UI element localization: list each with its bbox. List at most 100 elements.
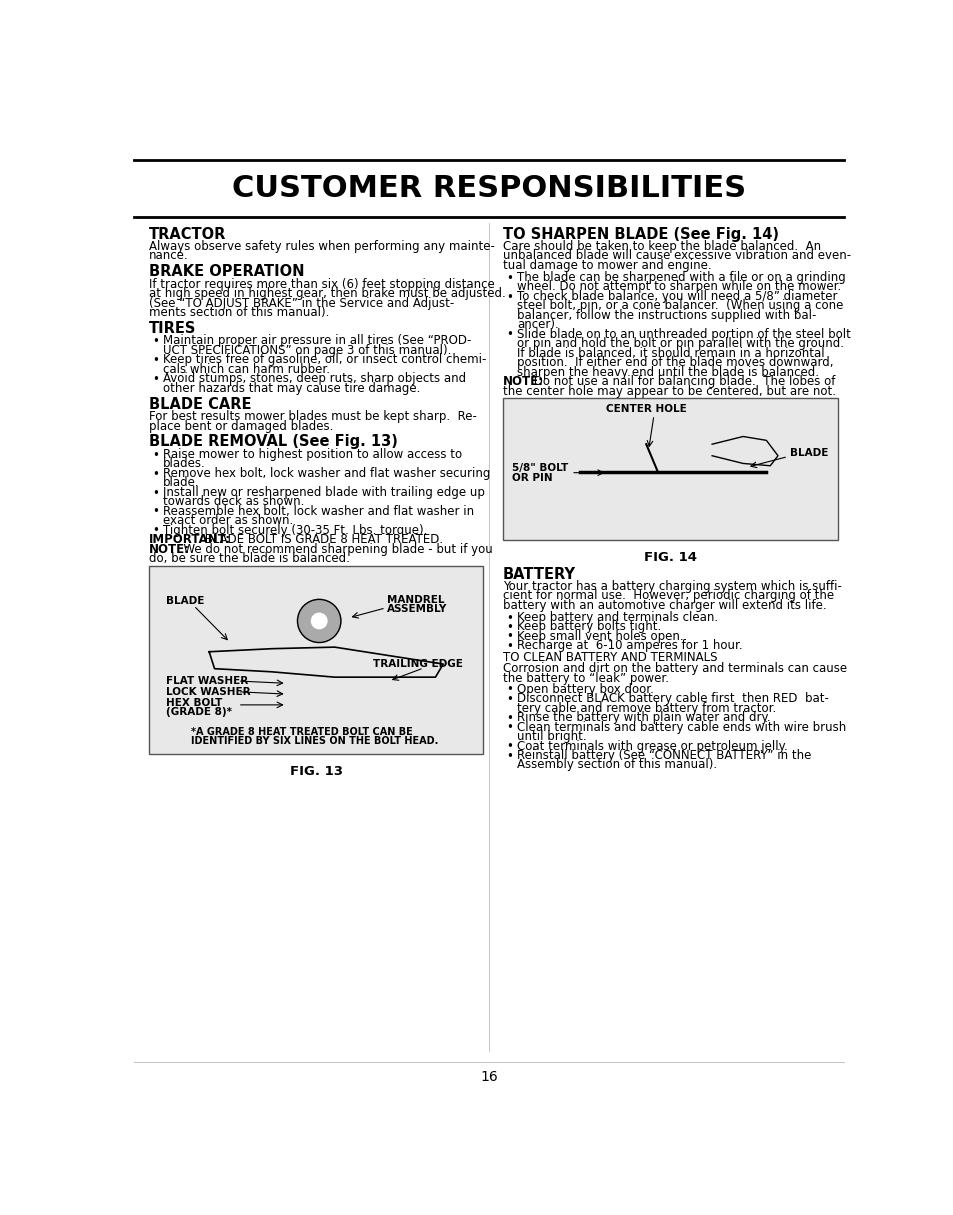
Text: Tighten bolt securely (30-35 Ft. Lbs. torque).: Tighten bolt securely (30-35 Ft. Lbs. to… (162, 524, 427, 537)
Text: Maintain proper air pressure in all tires (See “PROD-: Maintain proper air pressure in all tire… (162, 334, 471, 347)
Text: BLADE REMOVAL (See Fig. 13): BLADE REMOVAL (See Fig. 13) (149, 435, 397, 450)
Text: •: • (505, 328, 513, 341)
Text: wheel. Do not attempt to sharpen while on the mower.: wheel. Do not attempt to sharpen while o… (517, 281, 841, 293)
Text: •: • (152, 448, 158, 462)
Text: cals which can harm rubber.: cals which can harm rubber. (162, 363, 330, 375)
Text: Keep battery bolts tight.: Keep battery bolts tight. (517, 620, 660, 633)
Text: tual damage to mower and engine.: tual damage to mower and engine. (502, 259, 711, 272)
Text: We do not recommend sharpening blade - but if you: We do not recommend sharpening blade - b… (175, 543, 492, 555)
Text: nance.: nance. (149, 249, 188, 262)
Text: unbalanced blade will cause excessive vibration and even-: unbalanced blade will cause excessive vi… (502, 249, 850, 262)
Text: TO CLEAN BATTERY AND TERMINALS: TO CLEAN BATTERY AND TERMINALS (502, 651, 717, 665)
Text: Corrosion and dirt on the battery and terminals can cause: Corrosion and dirt on the battery and te… (502, 662, 846, 676)
Text: •: • (152, 373, 158, 386)
Text: MANDREL: MANDREL (387, 595, 444, 605)
Text: •: • (505, 740, 513, 753)
Text: 16: 16 (479, 1069, 497, 1084)
Text: blade.: blade. (162, 476, 199, 490)
Text: steel bolt, pin, or a cone balancer.  (When using a cone: steel bolt, pin, or a cone balancer. (Wh… (517, 299, 842, 312)
Text: until bright.: until bright. (517, 730, 586, 744)
Text: •: • (505, 683, 513, 696)
Text: OR PIN: OR PIN (512, 473, 552, 482)
Text: TO SHARPEN BLADE (See Fig. 14): TO SHARPEN BLADE (See Fig. 14) (502, 227, 778, 242)
Text: Coat terminals with grease or petroleum jelly.: Coat terminals with grease or petroleum … (517, 740, 787, 752)
Text: If blade is balanced, it should remain in a horizontal: If blade is balanced, it should remain i… (517, 346, 823, 360)
Text: *A GRADE 8 HEAT TREATED BOLT CAN BE: *A GRADE 8 HEAT TREATED BOLT CAN BE (192, 728, 413, 738)
Text: CUSTOMER RESPONSIBILITIES: CUSTOMER RESPONSIBILITIES (232, 174, 745, 203)
Text: sharpen the heavy end until the blade is balanced.: sharpen the heavy end until the blade is… (517, 366, 818, 379)
Text: •: • (505, 712, 513, 725)
Text: •: • (505, 640, 513, 652)
Text: ASSEMBLY: ASSEMBLY (387, 604, 447, 614)
Text: •: • (152, 354, 158, 367)
Text: FIG. 14: FIG. 14 (643, 552, 696, 564)
Text: For best results mower blades must be kept sharp.  Re-: For best results mower blades must be ke… (149, 411, 476, 423)
Text: BLADE CARE: BLADE CARE (149, 397, 251, 412)
Text: Raise mower to highest position to allow access to: Raise mower to highest position to allow… (162, 448, 461, 460)
Text: LOCK WASHER: LOCK WASHER (166, 688, 250, 697)
Text: •: • (152, 486, 158, 499)
Text: the battery to “leak” power.: the battery to “leak” power. (502, 672, 668, 684)
Text: •: • (505, 722, 513, 734)
Text: Open battery box door.: Open battery box door. (517, 683, 653, 695)
Text: Recharge at  6-10 amperes for 1 hour.: Recharge at 6-10 amperes for 1 hour. (517, 639, 741, 652)
Text: Remove hex bolt, lock washer and flat washer securing: Remove hex bolt, lock washer and flat wa… (162, 467, 490, 480)
Text: other hazards that may cause tire damage.: other hazards that may cause tire damage… (162, 382, 419, 395)
Text: cient for normal use.  However, periodic charging of the: cient for normal use. However, periodic … (502, 589, 833, 603)
Text: Do not use a nail for balancing blade.  The lobes of: Do not use a nail for balancing blade. T… (530, 375, 835, 388)
Text: towards deck as shown.: towards deck as shown. (162, 496, 304, 508)
Text: at high speed in highest gear, then brake must be adjusted.: at high speed in highest gear, then brak… (149, 287, 505, 300)
Text: The blade can be sharpened with a file or on a grinding: The blade can be sharpened with a file o… (517, 271, 844, 284)
Bar (502, 399, 837, 541)
Text: NOTE:: NOTE: (149, 543, 190, 555)
Text: Slide blade on to an unthreaded portion of the steel bolt: Slide blade on to an unthreaded portion … (517, 328, 850, 340)
Circle shape (311, 614, 327, 628)
Text: ancer).: ancer). (517, 318, 558, 332)
Circle shape (297, 599, 340, 643)
Text: BLADE BOLT IS GRADE 8 HEAT TREATED.: BLADE BOLT IS GRADE 8 HEAT TREATED. (200, 533, 442, 547)
Text: Keep small vent holes open.: Keep small vent holes open. (517, 629, 682, 643)
Text: Care should be taken to keep the blade balanced.  An: Care should be taken to keep the blade b… (502, 241, 821, 253)
Text: exact order as shown.: exact order as shown. (162, 514, 293, 527)
Text: IMPORTANT:: IMPORTANT: (149, 533, 231, 547)
Text: Avoid stumps, stones, deep ruts, sharp objects and: Avoid stumps, stones, deep ruts, sharp o… (162, 372, 465, 385)
Text: •: • (505, 621, 513, 634)
Text: •: • (505, 631, 513, 644)
Text: Reinstall battery (See “CONNECT BATTERY” in the: Reinstall battery (See “CONNECT BATTERY”… (517, 748, 810, 762)
Text: Keep battery and terminals clean.: Keep battery and terminals clean. (517, 611, 718, 623)
Text: the center hole may appear to be centered, but are not.: the center hole may appear to be centere… (502, 385, 835, 397)
Text: Reassemble hex bolt, lock washer and flat washer in: Reassemble hex bolt, lock washer and fla… (162, 504, 474, 518)
Text: TIRES: TIRES (149, 321, 196, 337)
Text: battery with an automotive charger will extend its life.: battery with an automotive charger will … (502, 599, 825, 612)
Text: Assembly section of this manual).: Assembly section of this manual). (517, 758, 717, 772)
Text: •: • (152, 468, 158, 480)
Text: •: • (505, 290, 513, 304)
Text: or pin and hold the bolt or pin parallel with the ground.: or pin and hold the bolt or pin parallel… (517, 338, 843, 350)
Text: •: • (505, 271, 513, 284)
Text: Clean terminals and battery cable ends with wire brush: Clean terminals and battery cable ends w… (517, 720, 845, 734)
Text: If tractor requires more than six (6) feet stopping distance: If tractor requires more than six (6) fe… (149, 278, 494, 290)
Bar (149, 565, 483, 755)
Text: 5/8" BOLT: 5/8" BOLT (512, 463, 568, 474)
Text: UCT SPECIFICATIONS” on page 3 of this manual).: UCT SPECIFICATIONS” on page 3 of this ma… (162, 344, 451, 357)
Text: Always observe safety rules when performing any mainte-: Always observe safety rules when perform… (149, 241, 494, 253)
Text: Rinse the battery with plain water and dry.: Rinse the battery with plain water and d… (517, 711, 770, 724)
Text: balancer, follow the instructions supplied with bal-: balancer, follow the instructions suppli… (517, 309, 816, 322)
Text: Keep tires free of gasoline, oil, or insect control chemi-: Keep tires free of gasoline, oil, or ins… (162, 354, 485, 367)
Text: BATTERY: BATTERY (502, 566, 576, 582)
Text: do, be sure the blade is balanced.: do, be sure the blade is balanced. (149, 552, 349, 565)
Text: BLADE: BLADE (789, 448, 827, 458)
Text: tery cable and remove battery from tractor.: tery cable and remove battery from tract… (517, 701, 775, 714)
Text: CENTER HOLE: CENTER HOLE (605, 405, 686, 414)
Text: Disconnect BLACK battery cable first  then RED  bat-: Disconnect BLACK battery cable first the… (517, 693, 828, 705)
Text: •: • (152, 525, 158, 537)
Text: Your tractor has a battery charging system which is suffi-: Your tractor has a battery charging syst… (502, 580, 841, 593)
Text: (GRADE 8)*: (GRADE 8)* (166, 707, 232, 717)
Text: FLAT WASHER: FLAT WASHER (166, 676, 248, 685)
Text: •: • (152, 335, 158, 349)
Text: (See “TO ADJUST BRAKE” in the Service and Adjust-: (See “TO ADJUST BRAKE” in the Service an… (149, 296, 454, 310)
Text: blades.: blades. (162, 457, 205, 470)
Text: ments section of this manual).: ments section of this manual). (149, 306, 329, 320)
Text: •: • (505, 750, 513, 763)
Text: NOTE:: NOTE: (502, 375, 543, 388)
